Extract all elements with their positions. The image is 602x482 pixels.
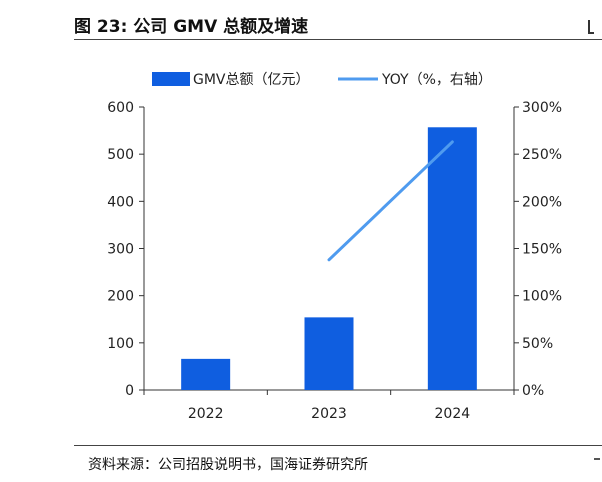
right-axis-tick-label: 0% [522,383,544,399]
gmv-bar [181,358,231,390]
right-axis-tick-label: 100% [522,289,562,305]
x-axis-tick-label: 2024 [435,406,471,422]
footer-divider [74,445,602,446]
legend-swatch-gmv [152,72,190,86]
gmv-bar [304,317,354,390]
legend-label-gmv: GMV总额（亿元） [193,72,310,88]
left-axis-tick-label: 100 [107,336,134,352]
right-axis-tick-label: 200% [522,194,562,210]
left-axis-tick-label: 400 [107,194,134,210]
corner-mark [588,20,594,34]
corner-mark [594,458,600,460]
yoy-line [327,140,454,262]
title-divider [74,39,602,40]
right-axis-tick-label: 150% [522,242,562,258]
x-axis-tick-label: 2022 [188,406,224,422]
left-axis-tick-label: 200 [107,289,134,305]
right-axis-tick-label: 50% [522,336,553,352]
left-axis-tick-label: 500 [107,147,134,163]
right-axis-tick-label: 300% [522,100,562,116]
gmv-chart: 0 100 200 300 400 500 600 0% 50% 100% 150% 200% 250%… [107,72,562,422]
right-axis-tick-label: 250% [522,147,562,163]
legend-label-yoy: YOY（%，右轴） [381,72,492,88]
left-axis-tick-label: 600 [107,100,134,116]
figure-title: 图 23: 公司 GMV 总额及增速 [74,17,309,37]
gmv-bar [427,127,477,390]
source-note: 资料来源：公司招股说明书，国海证券研究所 [88,457,368,473]
left-axis-tick-label: 0 [125,383,134,399]
left-axis-tick-label: 300 [107,242,134,258]
x-axis-tick-label: 2023 [311,406,347,422]
